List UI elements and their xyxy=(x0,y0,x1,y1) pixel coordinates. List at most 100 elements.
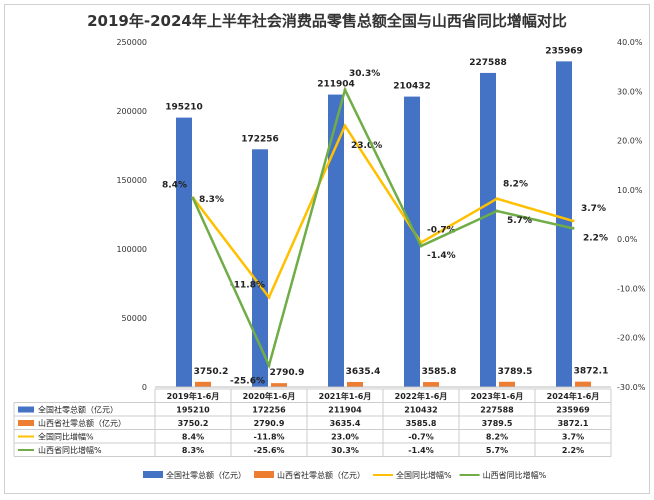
line-point xyxy=(343,124,347,128)
bar-0 xyxy=(404,96,420,387)
legend-label: 山西省同比增幅% xyxy=(483,470,547,480)
line-data-label: 8.4% xyxy=(162,181,187,191)
table-cell: 3.7% xyxy=(562,433,584,442)
table-cell: 3635.4 xyxy=(330,419,361,428)
line-data-label: 5.7% xyxy=(507,216,532,226)
bar-data-label: 3750.2 xyxy=(194,367,229,377)
table-legend-key xyxy=(18,406,34,413)
bar-1 xyxy=(499,381,515,387)
table-cell: 2790.9 xyxy=(254,419,285,428)
right-axis-tick: 30.0% xyxy=(617,87,643,96)
line-point xyxy=(495,209,499,213)
category-label: 2024年1-6月 xyxy=(547,391,600,401)
left-axis-tick: 150000 xyxy=(116,176,147,185)
line-data-label: 8.3% xyxy=(199,195,224,205)
legend-label: 全国同比增幅% xyxy=(396,470,452,480)
category-label: 2022年1-6月 xyxy=(395,391,448,401)
table-row-label: 山西省同比增幅% xyxy=(38,445,102,455)
right-axis-tick: 10.0% xyxy=(617,186,643,195)
table-cell: 30.3% xyxy=(331,446,359,455)
bar-1 xyxy=(575,381,591,387)
bar-0 xyxy=(556,61,572,387)
line-data-label: 23.0% xyxy=(351,141,382,151)
category-label: 2023年1-6月 xyxy=(471,391,524,401)
bar-data-label: 2790.9 xyxy=(270,368,305,378)
table-cell: 8.2% xyxy=(486,433,508,442)
table-row-label: 全国社零总额（亿元） xyxy=(38,405,118,415)
bar-0 xyxy=(328,94,344,387)
category-label: 2021年1-6月 xyxy=(319,391,372,401)
left-axis-tick: 50000 xyxy=(122,314,147,323)
table-cell: 3789.5 xyxy=(482,419,513,428)
table-cell: -11.8% xyxy=(253,433,284,442)
bar-0 xyxy=(252,149,268,387)
table-cell: -1.4% xyxy=(408,446,434,455)
bar-data-label: 172256 xyxy=(241,134,279,144)
bar-0 xyxy=(176,117,192,387)
line-point xyxy=(571,226,575,230)
table-cell: 3750.2 xyxy=(178,419,209,428)
line-point xyxy=(267,363,271,367)
table-cell: 8.4% xyxy=(182,433,204,442)
right-axis-tick: -10.0% xyxy=(617,284,646,293)
category-label: 2020年1-6月 xyxy=(243,391,296,401)
legend-key xyxy=(143,471,163,478)
table-cell: 227588 xyxy=(480,406,514,415)
left-axis-tick: 0 xyxy=(142,383,147,392)
line-point xyxy=(191,196,195,200)
line-data-label: 2.2% xyxy=(583,233,608,243)
right-axis-tick: -20.0% xyxy=(617,334,646,343)
line-data-label: -1.4% xyxy=(427,251,456,261)
right-axis-tick: 20.0% xyxy=(617,137,643,146)
bar-data-label: 3872.1 xyxy=(574,367,609,377)
legend-key xyxy=(254,471,274,478)
bar-data-label: 211904 xyxy=(317,80,355,90)
bar-data-label: 195210 xyxy=(165,103,203,113)
bar-0 xyxy=(480,72,496,387)
line-point xyxy=(343,88,347,92)
table-cell: 235969 xyxy=(556,406,590,415)
table-cell: 210432 xyxy=(404,406,437,415)
table-cell: 172256 xyxy=(252,406,286,415)
right-axis-tick: 0.0% xyxy=(617,235,638,244)
bar-data-label: 3789.5 xyxy=(498,367,533,377)
right-axis-tick: -30.0% xyxy=(617,383,646,392)
bar-data-label: 3585.8 xyxy=(422,367,457,377)
legend-label: 山西省社零总额（亿元） xyxy=(277,470,365,480)
table-cell: 23.0% xyxy=(331,433,359,442)
bar-1 xyxy=(347,381,363,387)
right-axis-tick: 40.0% xyxy=(617,38,643,47)
line-data-label: -11.8% xyxy=(230,280,265,290)
table-cell: 2.2% xyxy=(562,446,584,455)
table-cell: 5.7% xyxy=(486,446,508,455)
line-data-label: 8.2% xyxy=(503,180,528,190)
line-point xyxy=(571,219,575,223)
legend-label: 全国社零总额（亿元） xyxy=(166,470,246,480)
line-point xyxy=(267,295,271,299)
line-data-label: -0.7% xyxy=(427,226,456,236)
chart-frame xyxy=(4,4,650,494)
line-point xyxy=(495,197,499,201)
table-cell: 3585.8 xyxy=(406,419,437,428)
table-cell: 8.3% xyxy=(182,446,204,455)
bar-1 xyxy=(271,383,287,387)
line-2 xyxy=(192,123,574,300)
bar-data-label: 210432 xyxy=(393,82,431,92)
bar-data-label: 227588 xyxy=(469,58,507,68)
table-legend-key xyxy=(18,420,34,426)
category-label: 2019年1-6月 xyxy=(167,391,220,401)
bar-data-label: 3635.4 xyxy=(346,367,381,377)
table-cell: 195210 xyxy=(176,406,210,415)
line-point xyxy=(419,244,423,248)
table-cell: -25.6% xyxy=(253,446,284,455)
left-axis-tick: 200000 xyxy=(116,107,147,116)
line-3 xyxy=(191,86,574,369)
line-data-label: 30.3% xyxy=(349,69,380,79)
line-data-label: -25.6% xyxy=(230,376,265,386)
table-cell: -0.7% xyxy=(408,433,434,442)
bar-data-label: 235969 xyxy=(545,46,583,56)
table-cell: 211904 xyxy=(328,406,362,415)
table-cell: 3872.1 xyxy=(558,419,589,428)
